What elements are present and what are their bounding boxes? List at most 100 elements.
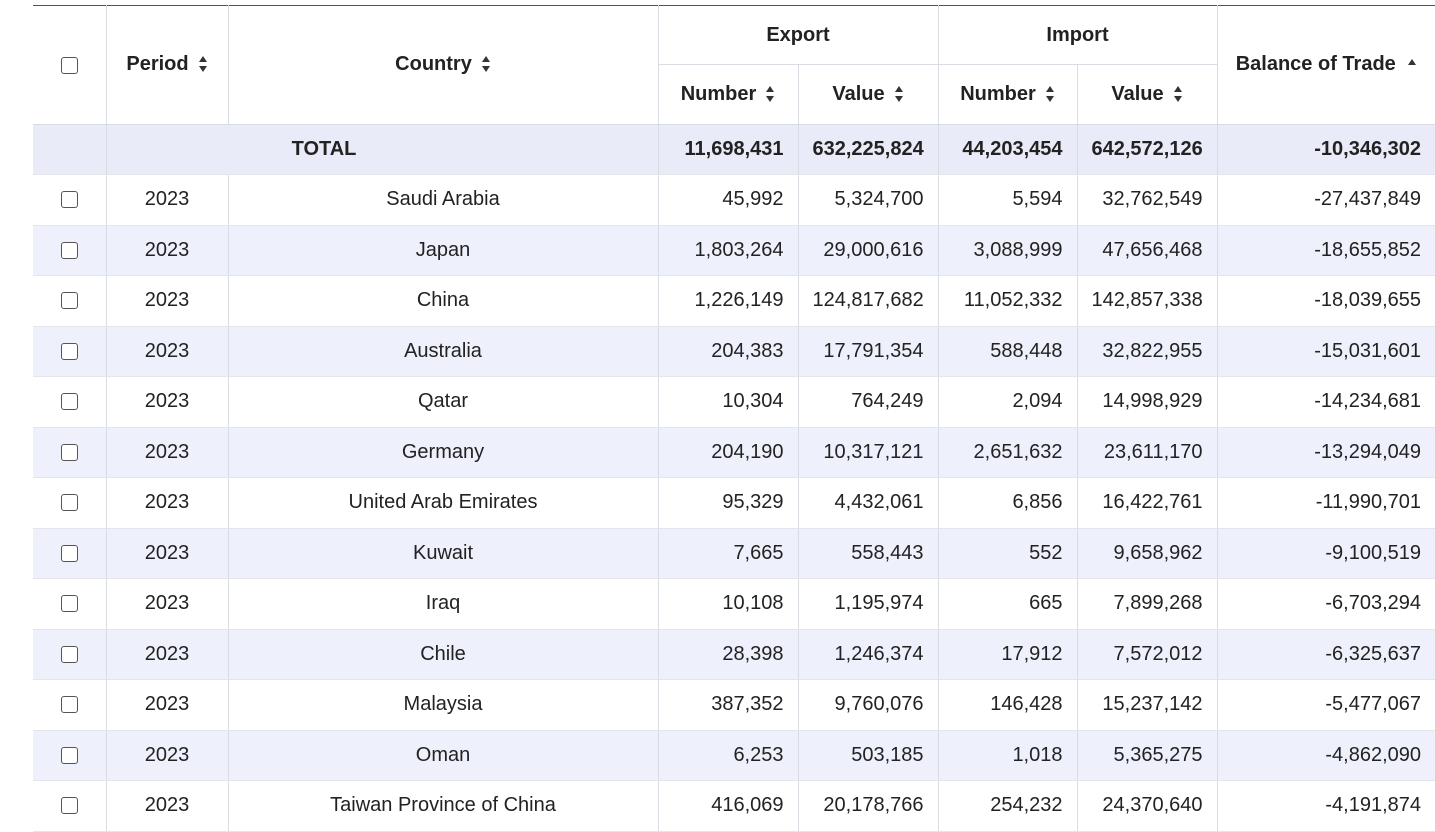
balance-cell: -6,325,637 bbox=[1217, 629, 1435, 680]
country-cell: United Arab Emirates bbox=[228, 477, 659, 529]
row-checkbox[interactable] bbox=[60, 494, 78, 512]
period-header[interactable]: Period bbox=[106, 5, 229, 125]
export-number-cell: 10,108 bbox=[658, 578, 799, 630]
sort-both-icon[interactable] bbox=[1173, 84, 1183, 104]
row-checkbox[interactable] bbox=[60, 241, 78, 259]
balance-cell: -15,031,601 bbox=[1217, 326, 1435, 377]
total-export-value: 632,225,824 bbox=[798, 124, 939, 175]
export-number-cell: 1,226,149 bbox=[658, 275, 799, 327]
table-row[interactable]: 2023 Malaysia 387,352 9,760,076 146,428 15,23… bbox=[33, 679, 1435, 731]
country-cell: Australia bbox=[228, 326, 659, 377]
table-row[interactable]: 2023 Qatar 10,304 764,249 2,094 14,998,929 -14… bbox=[33, 376, 1435, 428]
export-number-header-label: Number bbox=[680, 83, 757, 106]
import-value-cell: 16,422,761 bbox=[1077, 477, 1218, 529]
import-number-header-label: Number bbox=[960, 83, 1036, 106]
country-cell: Iraq bbox=[228, 578, 659, 630]
table-row[interactable]: 2023 Oman 6,253 503,185 1,018 5,365,275 -4,862… bbox=[33, 730, 1435, 781]
balance-cell: -11,990,701 bbox=[1217, 477, 1435, 529]
export-value-cell: 29,000,616 bbox=[798, 225, 939, 276]
row-checkbox[interactable] bbox=[60, 443, 78, 461]
period-cell: 2023 bbox=[106, 780, 229, 832]
table-row[interactable]: 2023 Japan 1,803,264 29,000,616 3,088,999 47,… bbox=[33, 225, 1435, 276]
import-value-cell: 9,658,962 bbox=[1077, 528, 1218, 579]
balance-header-label: Balance of Trade bbox=[1235, 53, 1396, 76]
table-row[interactable]: 2023 Chile 28,398 1,246,374 17,912 7,572,012-… bbox=[33, 629, 1435, 680]
table-row[interactable]: 2023 Australia 204,383 17,791,354 588,448 32,… bbox=[33, 326, 1435, 377]
export-value-cell: 5,324,700 bbox=[798, 174, 939, 226]
row-checkbox[interactable] bbox=[60, 645, 78, 663]
balance-cell: -13,294,049 bbox=[1217, 427, 1435, 478]
export-number-header[interactable]: Number bbox=[658, 64, 799, 125]
country-header[interactable]: Country bbox=[228, 5, 659, 125]
import-value-header[interactable]: Value bbox=[1077, 64, 1218, 125]
import-number-cell: 665 bbox=[938, 578, 1078, 630]
balance-header[interactable]: Balance of Trade bbox=[1217, 5, 1435, 125]
row-checkbox[interactable] bbox=[60, 292, 78, 310]
import-group-header: Import bbox=[938, 5, 1218, 65]
import-number-cell: 552 bbox=[938, 528, 1078, 579]
row-checkbox-cell bbox=[33, 225, 107, 276]
export-number-cell: 204,190 bbox=[658, 427, 799, 478]
export-number-cell: 45,992 bbox=[658, 174, 799, 226]
table-row[interactable]: 2023 Kuwait 7,665 558,443 552 9,658,962 -9,100… bbox=[33, 528, 1435, 579]
sort-asc-icon[interactable] bbox=[1407, 57, 1417, 67]
import-number-cell: 146,428 bbox=[938, 679, 1078, 731]
table-row[interactable]: 2023 Taiwan Province of China 416,069 20,17… bbox=[33, 780, 1435, 832]
import-number-cell: 1,018 bbox=[938, 730, 1078, 781]
sort-both-icon[interactable] bbox=[894, 84, 904, 104]
export-value-header[interactable]: Value bbox=[798, 64, 939, 125]
sort-both-icon[interactable] bbox=[765, 84, 775, 104]
import-number-cell: 5,594 bbox=[938, 174, 1078, 226]
select-all-checkbox[interactable] bbox=[60, 56, 78, 74]
export-value-cell: 1,195,974 bbox=[798, 578, 939, 630]
row-checkbox-cell bbox=[33, 528, 107, 579]
row-checkbox[interactable] bbox=[60, 342, 78, 360]
row-checkbox[interactable] bbox=[60, 191, 78, 209]
total-import-value: 642,572,126 bbox=[1077, 124, 1218, 175]
country-cell: Taiwan Province of China bbox=[228, 780, 659, 832]
total-balance: -10,346,302 bbox=[1217, 124, 1435, 175]
country-cell: Saudi Arabia bbox=[228, 174, 659, 226]
row-checkbox[interactable] bbox=[60, 797, 78, 815]
period-cell: 2023 bbox=[106, 477, 229, 529]
import-number-cell: 17,912 bbox=[938, 629, 1078, 680]
row-checkbox[interactable] bbox=[60, 746, 78, 764]
table-row[interactable]: 2023 United Arab Emirates 95,329 4,432,061 6… bbox=[33, 477, 1435, 529]
table-row[interactable]: 2023 China 1,226,149 124,817,682 11,052,332 1… bbox=[33, 275, 1435, 327]
import-number-cell: 3,088,999 bbox=[938, 225, 1078, 276]
export-number-cell: 416,069 bbox=[658, 780, 799, 832]
row-checkbox[interactable] bbox=[60, 393, 78, 411]
export-number-cell: 95,329 bbox=[658, 477, 799, 529]
export-value-cell: 17,791,354 bbox=[798, 326, 939, 377]
sort-both-icon[interactable] bbox=[198, 54, 208, 74]
export-number-cell: 6,253 bbox=[658, 730, 799, 781]
export-value-cell: 4,432,061 bbox=[798, 477, 939, 529]
import-value-cell: 32,822,955 bbox=[1077, 326, 1218, 377]
sort-both-icon[interactable] bbox=[1045, 84, 1055, 104]
sort-both-icon[interactable] bbox=[481, 54, 491, 74]
period-cell: 2023 bbox=[106, 174, 229, 226]
import-number-cell: 6,856 bbox=[938, 477, 1078, 529]
table-row[interactable]: 2023 Germany 204,190 10,317,121 2,651,632 23,… bbox=[33, 427, 1435, 478]
import-value-cell: 24,370,640 bbox=[1077, 780, 1218, 832]
period-cell: 2023 bbox=[106, 629, 229, 680]
period-cell: 2023 bbox=[106, 376, 229, 428]
table-row[interactable]: 2023 Saudi Arabia 45,992 5,324,700 5,594 32,7… bbox=[33, 174, 1435, 226]
table-body: TOTAL 11,698,431 632,225,824 44,203,454 … bbox=[33, 124, 1435, 832]
row-checkbox-cell bbox=[33, 477, 107, 529]
period-cell: 2023 bbox=[106, 326, 229, 377]
import-value-cell: 32,762,549 bbox=[1077, 174, 1218, 226]
table-row[interactable]: 2023 Iraq 10,108 1,195,974 665 7,899,268 -6,70… bbox=[33, 578, 1435, 630]
period-cell: 2023 bbox=[106, 427, 229, 478]
import-number-header[interactable]: Number bbox=[938, 64, 1078, 125]
import-number-cell: 254,232 bbox=[938, 780, 1078, 832]
row-checkbox-cell bbox=[33, 376, 107, 428]
country-cell: Japan bbox=[228, 225, 659, 276]
row-checkbox[interactable] bbox=[60, 544, 78, 562]
import-value-header-label: Value bbox=[1111, 83, 1164, 106]
row-checkbox[interactable] bbox=[60, 595, 78, 613]
row-checkbox[interactable] bbox=[60, 696, 78, 714]
export-value-cell: 124,817,682 bbox=[798, 275, 939, 327]
total-export-number: 11,698,431 bbox=[658, 124, 799, 175]
import-value-cell: 7,572,012 bbox=[1077, 629, 1218, 680]
